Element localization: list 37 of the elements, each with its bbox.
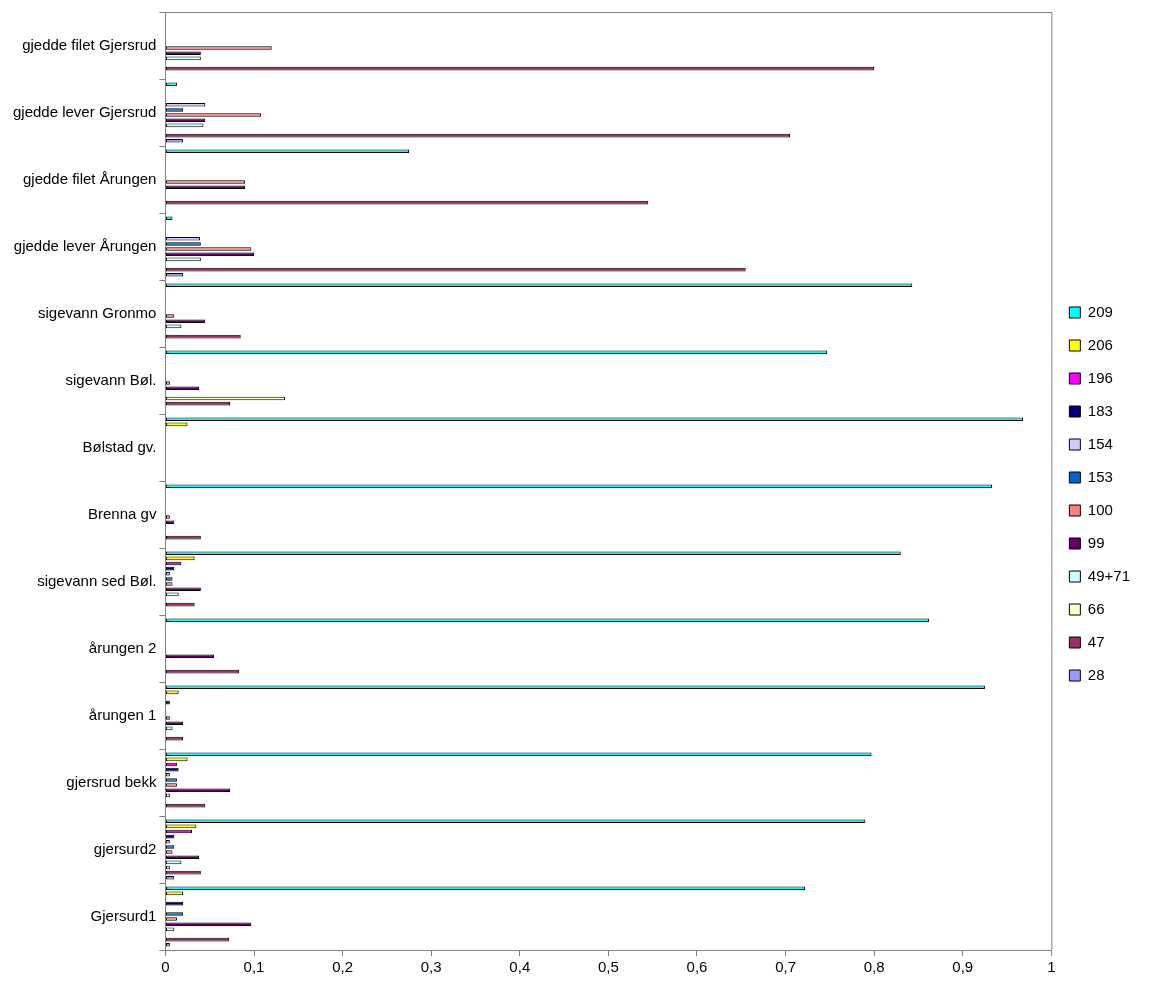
y-tick-label: Bølstad gv. — [82, 437, 157, 455]
legend-label: 100 — [1087, 500, 1113, 518]
legend-label: 154 — [1087, 434, 1113, 452]
y-tick-label: sigevann Bøl. — [65, 370, 157, 388]
legend-label: 28 — [1087, 665, 1105, 683]
legend-label: 209 — [1087, 302, 1113, 320]
x-tick-label: 0,5 — [597, 958, 619, 976]
x-tick-label: 0,9 — [952, 958, 974, 976]
legend-label: 196 — [1087, 368, 1113, 386]
legend-label: 183 — [1087, 401, 1113, 419]
y-tick-label: gjedde lever Årungen — [13, 236, 157, 254]
x-tick-label: 0 — [161, 958, 170, 976]
legend-label: 206 — [1087, 335, 1113, 353]
legend-label: 153 — [1087, 467, 1113, 485]
x-tick-label: 0,1 — [243, 958, 265, 976]
y-tick-label: gjedde filet Årungen — [22, 169, 157, 187]
y-tick-label: sigevann Gronmo — [38, 303, 157, 321]
legend-label: 49+71 — [1087, 566, 1131, 584]
y-tick-label: gjersrud bekk — [66, 772, 157, 790]
x-tick-label: 0,8 — [863, 958, 885, 976]
x-tick-label: 0,6 — [686, 958, 708, 976]
y-tick-label: gjersurd2 — [93, 839, 157, 857]
y-tick-label: Brenna gv — [88, 504, 157, 522]
y-tick-label: årungen 2 — [88, 638, 157, 656]
legend-label: 99 — [1087, 533, 1105, 551]
y-tick-label: sigevann sed Bøl. — [37, 571, 157, 589]
legend-label: 66 — [1087, 599, 1105, 617]
y-tick-label: gjedde lever Gjersrud — [12, 102, 157, 120]
x-tick-label: 0,4 — [509, 958, 531, 976]
y-tick-label: Gjersurd1 — [90, 906, 157, 924]
x-tick-label: 0,3 — [420, 958, 442, 976]
x-tick-label: 1 — [1047, 958, 1056, 976]
y-tick-label: årungen 1 — [88, 705, 157, 723]
x-tick-label: 0,2 — [332, 958, 354, 976]
y-tick-label: gjedde filet Gjersrud — [22, 35, 157, 53]
legend-label: 47 — [1087, 632, 1105, 650]
x-tick-label: 0,7 — [775, 958, 797, 976]
